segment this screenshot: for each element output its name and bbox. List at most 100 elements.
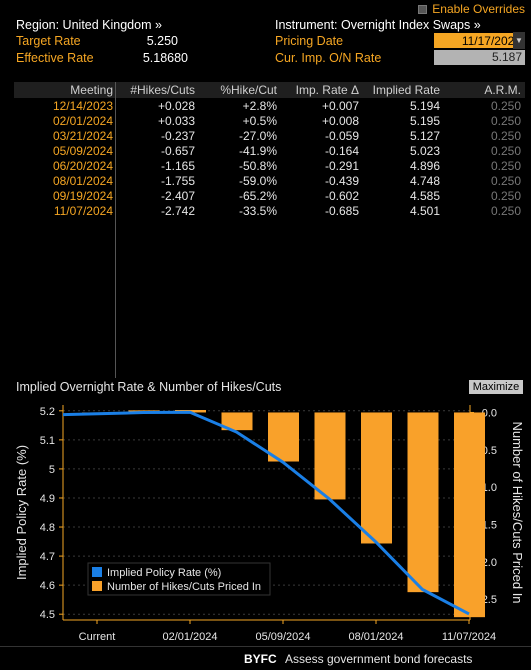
cell-meeting-date: 08/01/2024 bbox=[52, 174, 113, 188]
target-rate-value: 5.250 bbox=[146, 34, 178, 48]
cell-imp-rate-delta: -0.602 bbox=[324, 189, 359, 203]
footer-bar: BYFC Assess government bond forecasts bbox=[0, 646, 531, 670]
cell-arm: 0.250 bbox=[490, 129, 521, 143]
col-arm[interactable]: A.R.M. bbox=[484, 83, 521, 97]
x-tick-label: 05/09/2024 bbox=[255, 631, 310, 643]
region-selector[interactable]: Region: United Kingdom » bbox=[16, 18, 162, 32]
chart-title: Implied Overnight Rate & Number of Hikes… bbox=[16, 380, 282, 394]
col-pct-hike-cut[interactable]: %Hike/Cut bbox=[220, 83, 277, 97]
calendar-dropdown-icon[interactable]: ▼ bbox=[513, 32, 525, 49]
y-tick-label: 4.7 bbox=[40, 551, 55, 563]
cell-pct-hike-cut: -27.0% bbox=[238, 129, 277, 143]
cell-pct-hike-cut: -41.9% bbox=[238, 144, 277, 158]
cell-imp-rate-delta: -0.685 bbox=[324, 204, 359, 218]
cell-implied-rate: 5.127 bbox=[409, 129, 440, 143]
cell-arm: 0.250 bbox=[490, 159, 521, 173]
meetings-table: Meeting #Hikes/Cuts %Hike/Cut Imp. Rate … bbox=[0, 82, 531, 378]
y-tick-label: 4.6 bbox=[40, 580, 55, 592]
cell-pct-hike-cut: +2.8% bbox=[242, 99, 277, 113]
cell-pct-hike-cut: -59.0% bbox=[238, 174, 277, 188]
cell-imp-rate-delta: +0.008 bbox=[321, 114, 359, 128]
bar-hikes-cuts bbox=[454, 412, 485, 618]
cell-hikes-cuts: -2.407 bbox=[160, 189, 195, 203]
col-hikes-cuts[interactable]: #Hikes/Cuts bbox=[130, 83, 195, 97]
y-tick-label: 5.1 bbox=[40, 435, 55, 447]
cell-hikes-cuts: +0.028 bbox=[157, 99, 195, 113]
cell-hikes-cuts: -0.237 bbox=[160, 129, 195, 143]
maximize-button[interactable]: Maximize bbox=[469, 380, 523, 394]
col-meeting[interactable]: Meeting bbox=[70, 83, 113, 97]
cell-hikes-cuts: +0.033 bbox=[157, 114, 195, 128]
table-row[interactable]: 03/21/2024 -0.237 -27.0% -0.059 5.127 0.250 bbox=[0, 129, 531, 144]
cell-hikes-cuts: -1.165 bbox=[160, 159, 195, 173]
target-rate-label: Target Rate bbox=[16, 34, 81, 48]
cell-imp-rate-delta: -0.164 bbox=[324, 144, 359, 158]
cell-arm: 0.250 bbox=[490, 99, 521, 113]
cell-pct-hike-cut: -50.8% bbox=[238, 159, 277, 173]
y2-tick-label: 0.0 bbox=[482, 407, 497, 419]
bar-hikes-cuts bbox=[268, 412, 299, 462]
instrument-selector[interactable]: Instrument: Overnight Index Swaps » bbox=[275, 18, 481, 32]
cell-hikes-cuts: -0.657 bbox=[160, 144, 195, 158]
cell-imp-rate-delta: -0.059 bbox=[324, 129, 359, 143]
cell-hikes-cuts: -2.742 bbox=[160, 204, 195, 218]
table-row[interactable]: 06/20/2024 -1.165 -50.8% -0.291 4.896 0.250 bbox=[0, 159, 531, 174]
table-row[interactable]: 05/09/2024 -0.657 -41.9% -0.164 5.023 0.250 bbox=[0, 144, 531, 159]
cell-imp-rate-delta: -0.439 bbox=[324, 174, 359, 188]
pricing-date-label: Pricing Date bbox=[275, 34, 344, 48]
cell-meeting-date: 03/21/2024 bbox=[52, 129, 113, 143]
cell-meeting-date: 02/01/2024 bbox=[52, 114, 113, 128]
legend-label-rate: Implied Policy Rate (%) bbox=[107, 567, 221, 579]
y-tick-label: 4.8 bbox=[40, 522, 55, 534]
cell-pct-hike-cut: -33.5% bbox=[238, 204, 277, 218]
x-tick-label: 08/01/2024 bbox=[348, 631, 403, 643]
bar-hikes-cuts bbox=[361, 412, 392, 544]
function-description: Assess government bond forecasts bbox=[285, 652, 473, 666]
cell-pct-hike-cut: +0.5% bbox=[242, 114, 277, 128]
col-implied-rate[interactable]: Implied Rate bbox=[372, 83, 440, 97]
pricing-date-input[interactable]: 11/17/2023 bbox=[434, 33, 525, 48]
y2-axis-label: Number of Hikes/Cuts Priced In bbox=[510, 421, 525, 603]
effective-rate-value: 5.18680 bbox=[142, 51, 188, 65]
y-axis-label: Implied Policy Rate (%) bbox=[14, 445, 29, 580]
table-row[interactable]: 09/19/2024 -2.407 -65.2% -0.602 4.585 0.250 bbox=[0, 189, 531, 204]
cell-arm: 0.250 bbox=[490, 174, 521, 188]
table-header bbox=[14, 82, 525, 98]
legend-label-hikes: Number of Hikes/Cuts Priced In bbox=[107, 581, 261, 593]
table-row[interactable]: 08/01/2024 -1.755 -59.0% -0.439 4.748 0.250 bbox=[0, 174, 531, 189]
implied-rate-line bbox=[62, 410, 470, 616]
x-tick-label: 02/01/2024 bbox=[162, 631, 217, 643]
cell-arm: 0.250 bbox=[490, 144, 521, 158]
effective-rate-label: Effective Rate bbox=[16, 51, 94, 65]
enable-overrides-label: Enable Overrides bbox=[432, 2, 525, 16]
cell-hikes-cuts: -1.755 bbox=[160, 174, 195, 188]
x-tick-label: Current bbox=[79, 631, 116, 643]
cell-implied-rate: 5.194 bbox=[409, 99, 440, 113]
table-row[interactable]: 12/14/2023 +0.028 +2.8% +0.007 5.194 0.250 bbox=[0, 99, 531, 114]
legend bbox=[87, 562, 271, 596]
y-tick-label: 5.2 bbox=[40, 406, 55, 418]
legend-swatch-rate bbox=[92, 567, 102, 577]
cell-arm: 0.250 bbox=[490, 204, 521, 218]
x-tick-label: 11/07/2024 bbox=[442, 631, 496, 643]
cell-meeting-date: 06/20/2024 bbox=[52, 159, 113, 173]
bar-hikes-cuts bbox=[221, 412, 253, 431]
cell-implied-rate: 5.023 bbox=[409, 144, 440, 158]
col-imp-rate-delta[interactable]: Imp. Rate Δ bbox=[295, 83, 359, 97]
table-row[interactable]: 02/01/2024 +0.033 +0.5% +0.008 5.195 0.250 bbox=[0, 114, 531, 129]
cell-implied-rate: 4.748 bbox=[409, 174, 440, 188]
cell-imp-rate-delta: -0.291 bbox=[324, 159, 359, 173]
header-panel: Enable Overrides Region: United Kingdom … bbox=[0, 0, 531, 82]
enable-overrides-toggle[interactable]: Enable Overrides bbox=[418, 2, 525, 16]
cell-implied-rate: 4.501 bbox=[409, 204, 440, 218]
table-divider bbox=[115, 82, 116, 378]
table-row[interactable]: 11/07/2024 -2.742 -33.5% -0.685 4.501 0.250 bbox=[0, 204, 531, 219]
checkbox-icon[interactable] bbox=[418, 4, 428, 14]
cur-imp-rate-label: Cur. Imp. O/N Rate bbox=[275, 51, 382, 65]
function-code[interactable]: BYFC bbox=[244, 652, 277, 666]
y-tick-label: 4.5 bbox=[40, 609, 55, 621]
cell-arm: 0.250 bbox=[490, 114, 521, 128]
cell-implied-rate: 4.585 bbox=[409, 189, 440, 203]
cell-meeting-date: 09/19/2024 bbox=[52, 189, 113, 203]
cell-imp-rate-delta: +0.007 bbox=[321, 99, 359, 113]
